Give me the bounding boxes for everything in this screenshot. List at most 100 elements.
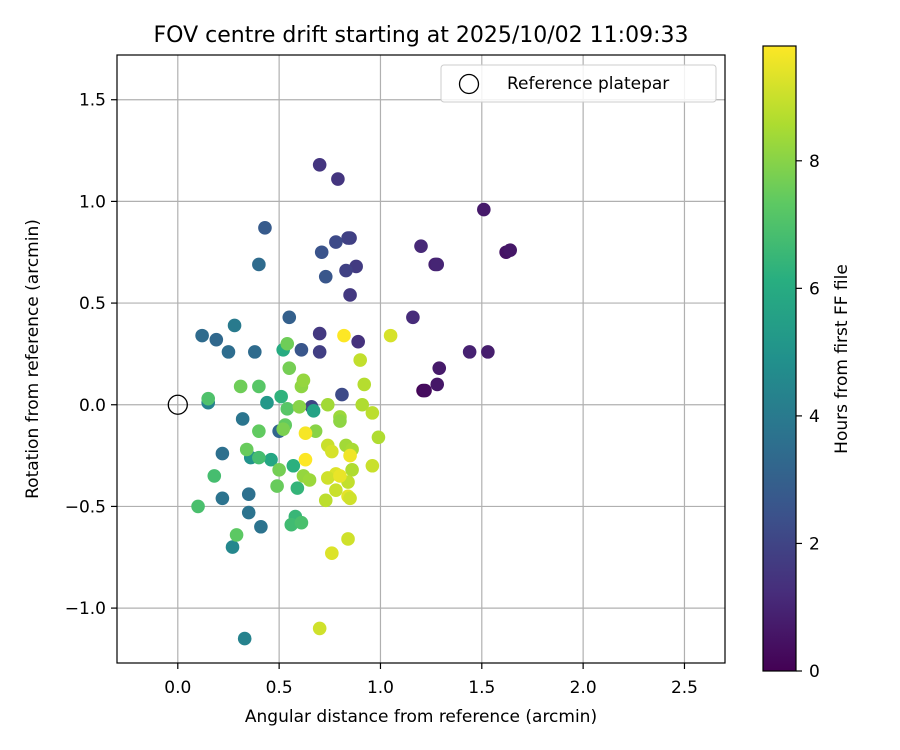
data-point	[286, 458, 301, 473]
legend-box	[440, 64, 717, 103]
data-point	[335, 387, 349, 402]
data-point	[355, 397, 370, 412]
colorbar-gradient	[763, 46, 796, 671]
data-point	[274, 389, 288, 404]
data-point	[241, 487, 256, 502]
data-point	[432, 361, 447, 375]
y-tick-label: 1.0	[79, 192, 106, 212]
colorbar-label: Hours from first FF file	[832, 264, 852, 454]
data-point	[258, 221, 272, 235]
data-point	[418, 383, 432, 398]
data-point	[209, 332, 224, 347]
data-point	[462, 345, 477, 359]
data-point	[252, 379, 266, 394]
y-tick-label: −0.5	[65, 497, 106, 517]
data-point	[284, 517, 299, 532]
data-point	[318, 269, 333, 284]
data-point	[383, 328, 398, 343]
grid-lines	[117, 55, 725, 663]
data-point	[272, 463, 286, 477]
data-point	[260, 395, 274, 410]
data-point	[264, 452, 278, 467]
data-point	[215, 491, 230, 506]
colorbar-tick-label: 2	[809, 534, 820, 554]
data-points	[191, 158, 517, 646]
data-point	[345, 463, 359, 477]
data-point	[329, 235, 343, 249]
x-tick-label: 0.5	[266, 678, 293, 698]
data-point	[337, 328, 351, 343]
reference-platepar-marker	[167, 394, 188, 415]
data-point	[229, 528, 244, 542]
data-point	[353, 353, 368, 367]
data-point	[306, 404, 321, 418]
data-point	[239, 442, 254, 457]
x-axis-ticks: 0.0 0.5 1.0 1.5 2.0 2.5	[164, 663, 698, 698]
data-point	[237, 631, 252, 646]
data-point	[282, 361, 297, 375]
data-point	[325, 546, 339, 560]
data-point	[312, 326, 327, 341]
data-point	[314, 245, 329, 260]
data-point	[308, 424, 323, 438]
data-point	[233, 379, 248, 394]
chart-title: FOV centre drift starting at 2025/10/02 …	[154, 23, 689, 48]
data-point	[312, 621, 327, 636]
data-point	[280, 336, 295, 351]
data-point	[221, 345, 236, 359]
data-point	[235, 412, 250, 426]
data-point	[225, 540, 240, 554]
data-point	[503, 243, 517, 258]
data-point	[201, 391, 215, 406]
data-point	[191, 499, 205, 514]
data-point	[343, 448, 357, 463]
reference-marker-group	[167, 394, 188, 415]
colorbar-tick-label: 8	[809, 152, 820, 172]
colorbar-tick-label: 0	[809, 662, 820, 682]
legend-reference-marker	[458, 73, 480, 95]
data-point	[195, 328, 209, 343]
y-tick-label: 0.0	[79, 396, 106, 416]
data-point	[298, 426, 313, 441]
data-point	[477, 202, 491, 217]
colorbar-tick-label: 4	[809, 407, 820, 427]
data-point	[357, 377, 372, 392]
x-tick-label: 0.0	[164, 678, 191, 698]
data-point	[343, 491, 357, 506]
data-point	[207, 469, 222, 483]
data-point	[371, 430, 386, 445]
data-point	[302, 473, 317, 487]
data-point	[318, 493, 333, 508]
legend: Reference platepar	[440, 64, 717, 103]
data-point	[365, 406, 380, 420]
colorbar-frame	[762, 45, 797, 672]
y-axis-ticks: −1.0 −0.5 0.0 0.5 1.0 1.5	[65, 91, 117, 619]
data-point	[365, 458, 380, 473]
data-point	[270, 479, 284, 493]
data-point	[343, 288, 357, 302]
data-point	[282, 310, 297, 325]
colorbar: 0 2 4 6 8 Hours from first FF file	[762, 45, 852, 682]
data-point	[325, 444, 339, 459]
x-axis-label: Angular distance from reference (arcmin)	[245, 707, 597, 727]
x-tick-label: 1.5	[468, 678, 495, 698]
data-point	[481, 345, 495, 359]
data-point	[430, 377, 445, 392]
data-point	[294, 343, 309, 357]
data-point	[241, 505, 256, 520]
data-point	[290, 481, 305, 495]
data-point	[406, 310, 420, 325]
data-point	[294, 515, 309, 530]
data-point	[333, 414, 347, 428]
data-point	[254, 519, 268, 534]
data-point	[298, 452, 313, 467]
data-point	[252, 450, 266, 465]
legend-label: Reference platepar	[507, 74, 669, 94]
data-point	[331, 172, 345, 186]
data-point	[276, 422, 290, 436]
data-point	[252, 257, 266, 272]
data-point	[341, 231, 355, 245]
data-point	[430, 257, 445, 272]
colorbar-ticks: 0 2 4 6 8	[796, 152, 820, 682]
